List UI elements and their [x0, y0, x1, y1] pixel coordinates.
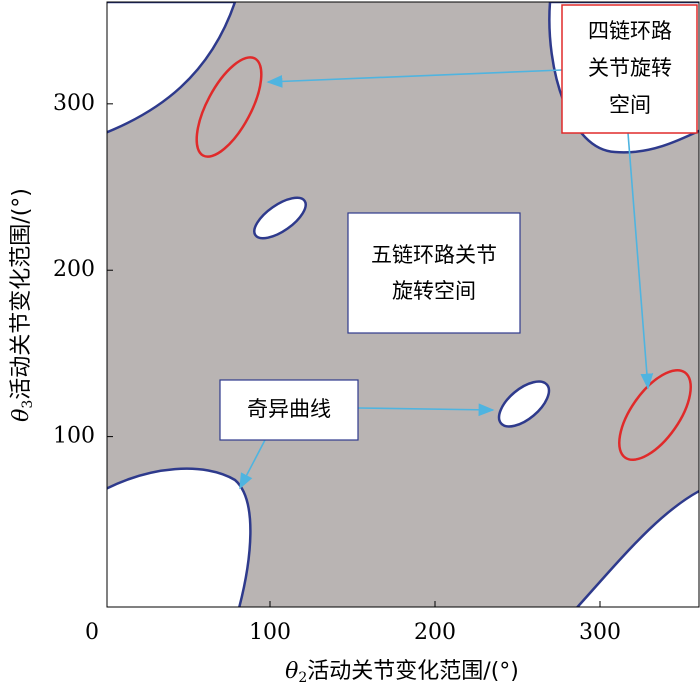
four-loop-curves: [195, 56, 692, 462]
hole: [107, 2, 237, 134]
annotation-box: [561, 4, 698, 134]
axis-subscript: 2: [298, 670, 307, 686]
axis-symbol: θ: [285, 659, 298, 684]
x-tick-label: 300: [579, 620, 621, 645]
annotation-text: 五链环路关节: [371, 243, 497, 267]
annotation-text: 空间: [609, 93, 651, 117]
annotation-box: [219, 379, 359, 441]
arrow: [357, 403, 495, 417]
x-tick-label: 200: [414, 620, 456, 645]
plot-frame: [106, 1, 700, 608]
annotation-text: 旋转空间: [392, 279, 476, 303]
y-tick-label: 300: [53, 91, 95, 116]
xlabel-label: θ2活动关节变化范围/(°): [285, 659, 519, 686]
annotation-box: [347, 212, 521, 334]
arrow: [266, 69, 563, 88]
axis-subscript: 3: [20, 400, 36, 409]
axis-text: 活动关节变化范围/(°): [307, 659, 519, 684]
hole: [497, 380, 551, 428]
arrow: [239, 439, 266, 490]
hole: [107, 467, 252, 607]
arrows: [239, 69, 654, 490]
y-tick-label: 100: [53, 424, 95, 449]
ylabel-label: θ3活动关节变化范围/(°): [9, 188, 36, 422]
annotation-text: 奇异曲线: [247, 397, 331, 421]
axis-symbol: θ: [9, 409, 34, 422]
hole: [253, 196, 307, 240]
y-tick-label: 200: [53, 257, 95, 282]
hole: [575, 489, 699, 607]
annotation-text: 四链环路: [588, 19, 672, 43]
four-loop-curve: [195, 56, 263, 158]
arrow: [627, 132, 654, 390]
x-tick-label: 0: [85, 620, 99, 645]
axis-text: 活动关节变化范围/(°): [9, 188, 34, 400]
x-tick-label: 100: [249, 620, 291, 645]
four-loop-curve: [618, 368, 692, 462]
annotation-text: 关节旋转: [588, 56, 672, 80]
